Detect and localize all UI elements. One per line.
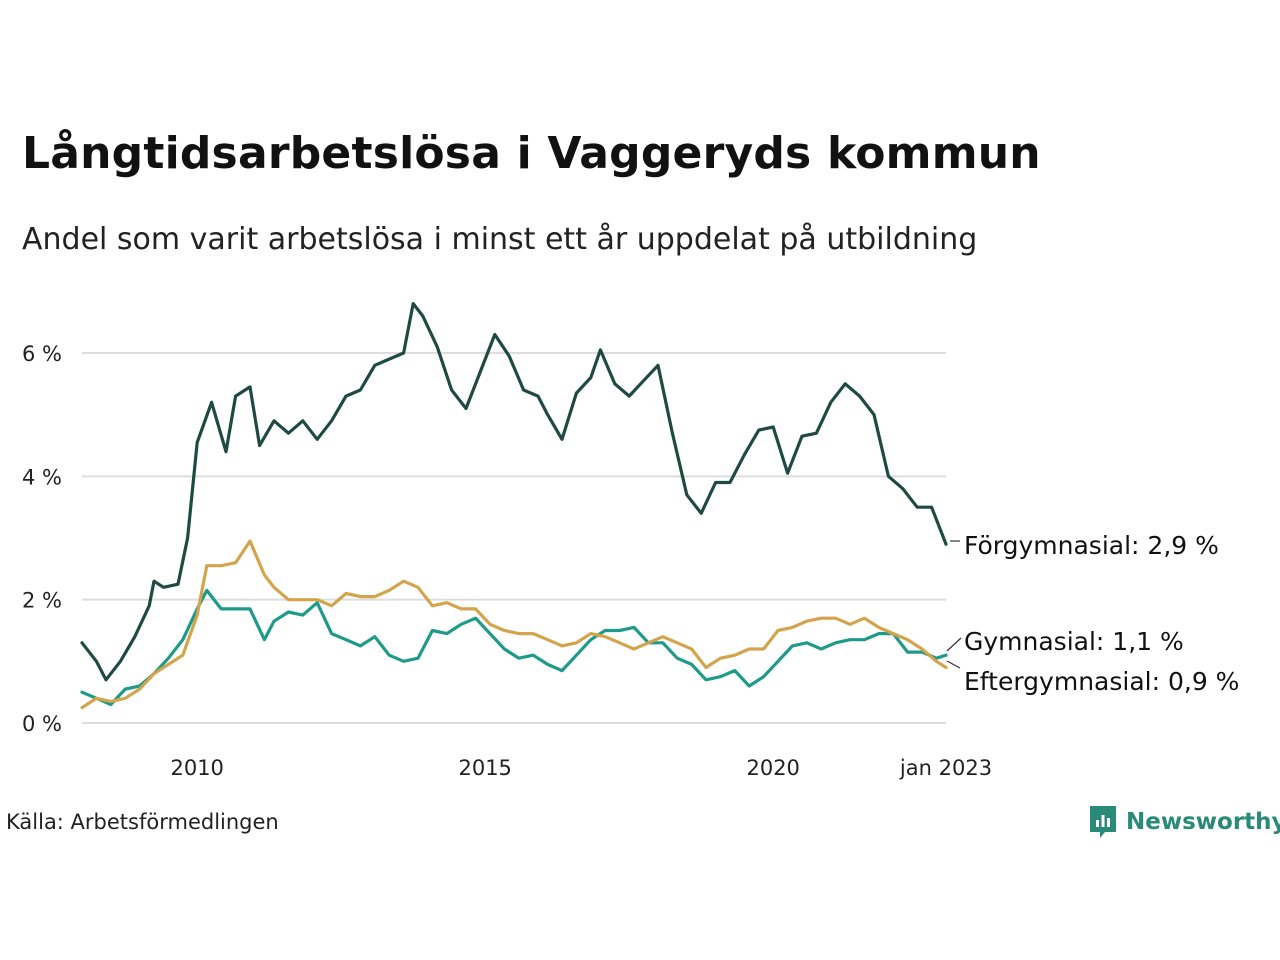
chart-subtitle: Andel som varit arbetslösa i minst ett å… [22,222,978,257]
y-tick-label: 6 % [22,342,62,366]
x-tick-label: 2020 [746,756,799,780]
series-line-gymnasial [80,588,948,707]
y-tick-label: 4 % [22,465,62,489]
x-tick-label: jan 2023 [899,756,992,780]
series-line-eftergymnasial [80,539,948,710]
series-lines [80,302,948,710]
x-tick-label: 2015 [458,756,511,780]
y-tick-label: 0 % [22,712,62,736]
end-label-eftergymnasial: Eftergymnasial: 0,9 % [964,667,1239,696]
y-tick-label: 2 % [22,589,62,613]
x-axis-ticks: 2010 2015 2020 jan 2023 [170,756,992,780]
label-leader-line [946,660,961,669]
label-leader-line [946,637,962,652]
y-axis-ticks: 0 % 2 % 4 % 6 % [22,342,62,736]
end-label-gymnasial: Gymnasial: 1,1 % [964,627,1184,656]
gridlines [82,351,946,724]
source-note: Källa: Arbetsförmedlingen [6,810,279,834]
series-line-förgymnasial [80,302,948,682]
x-tick-label: 2010 [170,756,223,780]
newsworthy-logo-icon [1090,806,1116,838]
end-label-förgymnasial: Förgymnasial: 2,9 % [964,531,1219,560]
brand-name: Newsworthy [1126,809,1280,835]
chart-title: Långtidsarbetslösa i Vaggeryds kommun [22,128,1041,179]
end-labels: Förgymnasial: 2,9 % Gymnasial: 1,1 % Efter… [946,531,1239,696]
brand-logo: Newsworthy [1088,804,1280,840]
